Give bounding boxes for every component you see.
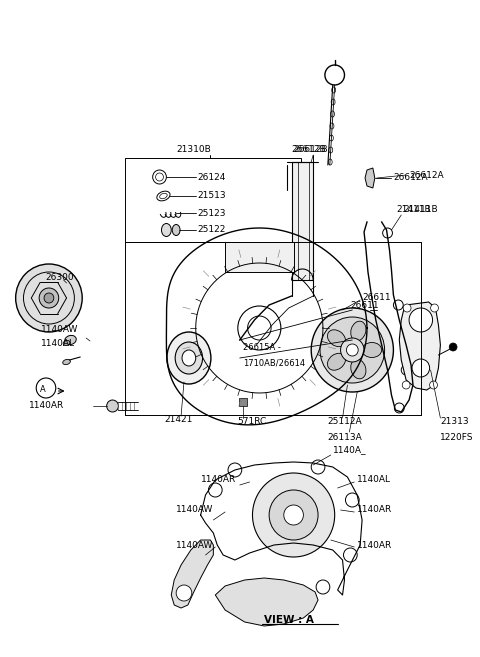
- Bar: [125, 158, 301, 242]
- Text: 21411B: 21411B: [403, 206, 438, 214]
- Ellipse shape: [63, 340, 70, 346]
- Text: 21411B: 21411B: [396, 206, 431, 214]
- Circle shape: [269, 490, 318, 540]
- Text: 26612B: 26612B: [292, 145, 326, 154]
- Text: VIEW : A: VIEW : A: [264, 615, 314, 625]
- Ellipse shape: [362, 342, 382, 357]
- Circle shape: [409, 308, 432, 332]
- Circle shape: [341, 338, 364, 362]
- Text: 26615A -: 26615A -: [243, 344, 281, 353]
- Text: 1140AR: 1140AR: [201, 476, 236, 484]
- Bar: [239, 398, 247, 406]
- Text: 1140AW: 1140AW: [41, 325, 78, 334]
- Text: 26611: 26611: [362, 294, 391, 302]
- Circle shape: [284, 505, 303, 525]
- Text: 571RC: 571RC: [237, 417, 266, 426]
- Polygon shape: [216, 578, 318, 626]
- Circle shape: [412, 359, 430, 377]
- Text: 1710AB/26614: 1710AB/26614: [243, 359, 305, 367]
- Circle shape: [39, 288, 59, 308]
- Text: 25123: 25123: [198, 208, 226, 217]
- Ellipse shape: [175, 342, 203, 374]
- Text: 1140A_: 1140A_: [333, 445, 366, 455]
- Circle shape: [208, 483, 222, 497]
- Circle shape: [403, 304, 411, 312]
- Ellipse shape: [351, 359, 366, 379]
- Circle shape: [107, 400, 119, 412]
- Circle shape: [344, 548, 357, 562]
- Text: 1220FS: 1220FS: [440, 432, 474, 442]
- Circle shape: [228, 463, 242, 477]
- Ellipse shape: [167, 332, 211, 384]
- Ellipse shape: [327, 353, 346, 370]
- Text: 21313: 21313: [440, 417, 469, 426]
- Circle shape: [44, 293, 54, 303]
- Text: 1140AW: 1140AW: [176, 505, 214, 514]
- Circle shape: [402, 381, 410, 389]
- Text: 21513: 21513: [198, 191, 226, 200]
- Circle shape: [449, 343, 457, 351]
- Text: 1140AR: 1140AR: [357, 541, 393, 549]
- Polygon shape: [365, 168, 375, 188]
- Bar: [225, 242, 294, 272]
- Ellipse shape: [351, 321, 366, 341]
- Text: 21421: 21421: [165, 415, 193, 424]
- Text: 1140AL: 1140AL: [357, 476, 391, 484]
- Text: 21310B: 21310B: [176, 145, 211, 154]
- Text: 1140AL: 1140AL: [41, 338, 75, 348]
- Circle shape: [347, 344, 358, 356]
- Text: 1140AW: 1140AW: [176, 541, 214, 549]
- Text: 25122: 25122: [198, 225, 226, 235]
- Circle shape: [311, 308, 394, 392]
- Circle shape: [252, 473, 335, 557]
- Circle shape: [311, 460, 325, 474]
- Ellipse shape: [182, 350, 196, 366]
- Text: 26611: 26611: [350, 300, 379, 309]
- Polygon shape: [171, 540, 213, 608]
- Circle shape: [346, 493, 359, 507]
- Text: 26124: 26124: [198, 173, 226, 181]
- Text: 1140AR: 1140AR: [29, 401, 65, 411]
- Circle shape: [316, 580, 330, 594]
- Circle shape: [431, 304, 438, 312]
- Text: 26300: 26300: [45, 273, 73, 283]
- Bar: [292, 162, 313, 280]
- Text: 26612B: 26612B: [294, 145, 328, 154]
- Polygon shape: [399, 302, 440, 390]
- Text: 26612A: 26612A: [394, 173, 428, 183]
- Circle shape: [430, 381, 437, 389]
- Text: 26612A: 26612A: [409, 171, 444, 179]
- Circle shape: [320, 317, 384, 383]
- Text: 25112A: 25112A: [328, 417, 362, 426]
- Text: A: A: [40, 384, 46, 394]
- Circle shape: [176, 585, 192, 601]
- Ellipse shape: [161, 223, 171, 237]
- Text: 26113A: 26113A: [328, 432, 362, 442]
- Circle shape: [16, 264, 82, 332]
- Ellipse shape: [63, 359, 71, 365]
- Text: 1140AR: 1140AR: [357, 505, 393, 514]
- Ellipse shape: [327, 330, 346, 347]
- Ellipse shape: [172, 225, 180, 235]
- Ellipse shape: [65, 335, 76, 345]
